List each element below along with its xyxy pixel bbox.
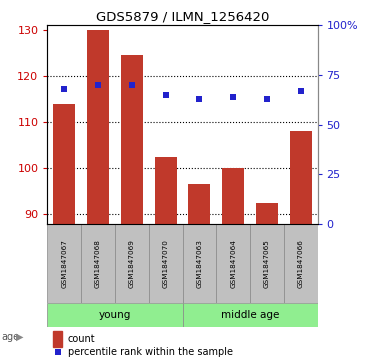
Bar: [256, 203, 278, 224]
Bar: [81, 224, 115, 303]
Bar: [53, 331, 62, 347]
Text: count: count: [68, 334, 95, 344]
Text: percentile rank within the sample: percentile rank within the sample: [68, 347, 233, 357]
Text: GSM1847068: GSM1847068: [95, 239, 101, 288]
Point: [264, 96, 270, 102]
Text: GSM1847067: GSM1847067: [61, 239, 67, 288]
Text: ▶: ▶: [16, 331, 24, 342]
Text: GSM1847063: GSM1847063: [196, 239, 202, 288]
Point: [298, 88, 304, 94]
Bar: [115, 224, 149, 303]
Bar: [216, 224, 250, 303]
Point: [129, 82, 135, 88]
Title: GDS5879 / ILMN_1256420: GDS5879 / ILMN_1256420: [96, 10, 269, 23]
Bar: [290, 131, 312, 224]
Point: [163, 92, 169, 98]
Text: GSM1847064: GSM1847064: [230, 239, 236, 288]
Bar: [155, 157, 177, 224]
Bar: [222, 168, 244, 224]
Point: [230, 94, 236, 100]
Text: young: young: [99, 310, 131, 320]
Bar: [182, 224, 216, 303]
Bar: [250, 224, 284, 303]
Point: [61, 86, 67, 92]
Bar: [188, 184, 210, 224]
Point: [55, 350, 61, 355]
Text: age: age: [2, 331, 20, 342]
Bar: [47, 224, 81, 303]
Text: GSM1847069: GSM1847069: [129, 239, 135, 288]
Point: [95, 82, 101, 88]
Bar: [149, 224, 182, 303]
Bar: [53, 104, 75, 224]
Bar: [182, 303, 318, 327]
Bar: [47, 303, 182, 327]
Bar: [284, 224, 318, 303]
Text: GSM1847066: GSM1847066: [298, 239, 304, 288]
Bar: [87, 30, 109, 224]
Text: GSM1847065: GSM1847065: [264, 239, 270, 288]
Text: GSM1847070: GSM1847070: [163, 239, 169, 288]
Bar: [121, 56, 143, 224]
Text: middle age: middle age: [221, 310, 279, 320]
Point: [196, 96, 202, 102]
